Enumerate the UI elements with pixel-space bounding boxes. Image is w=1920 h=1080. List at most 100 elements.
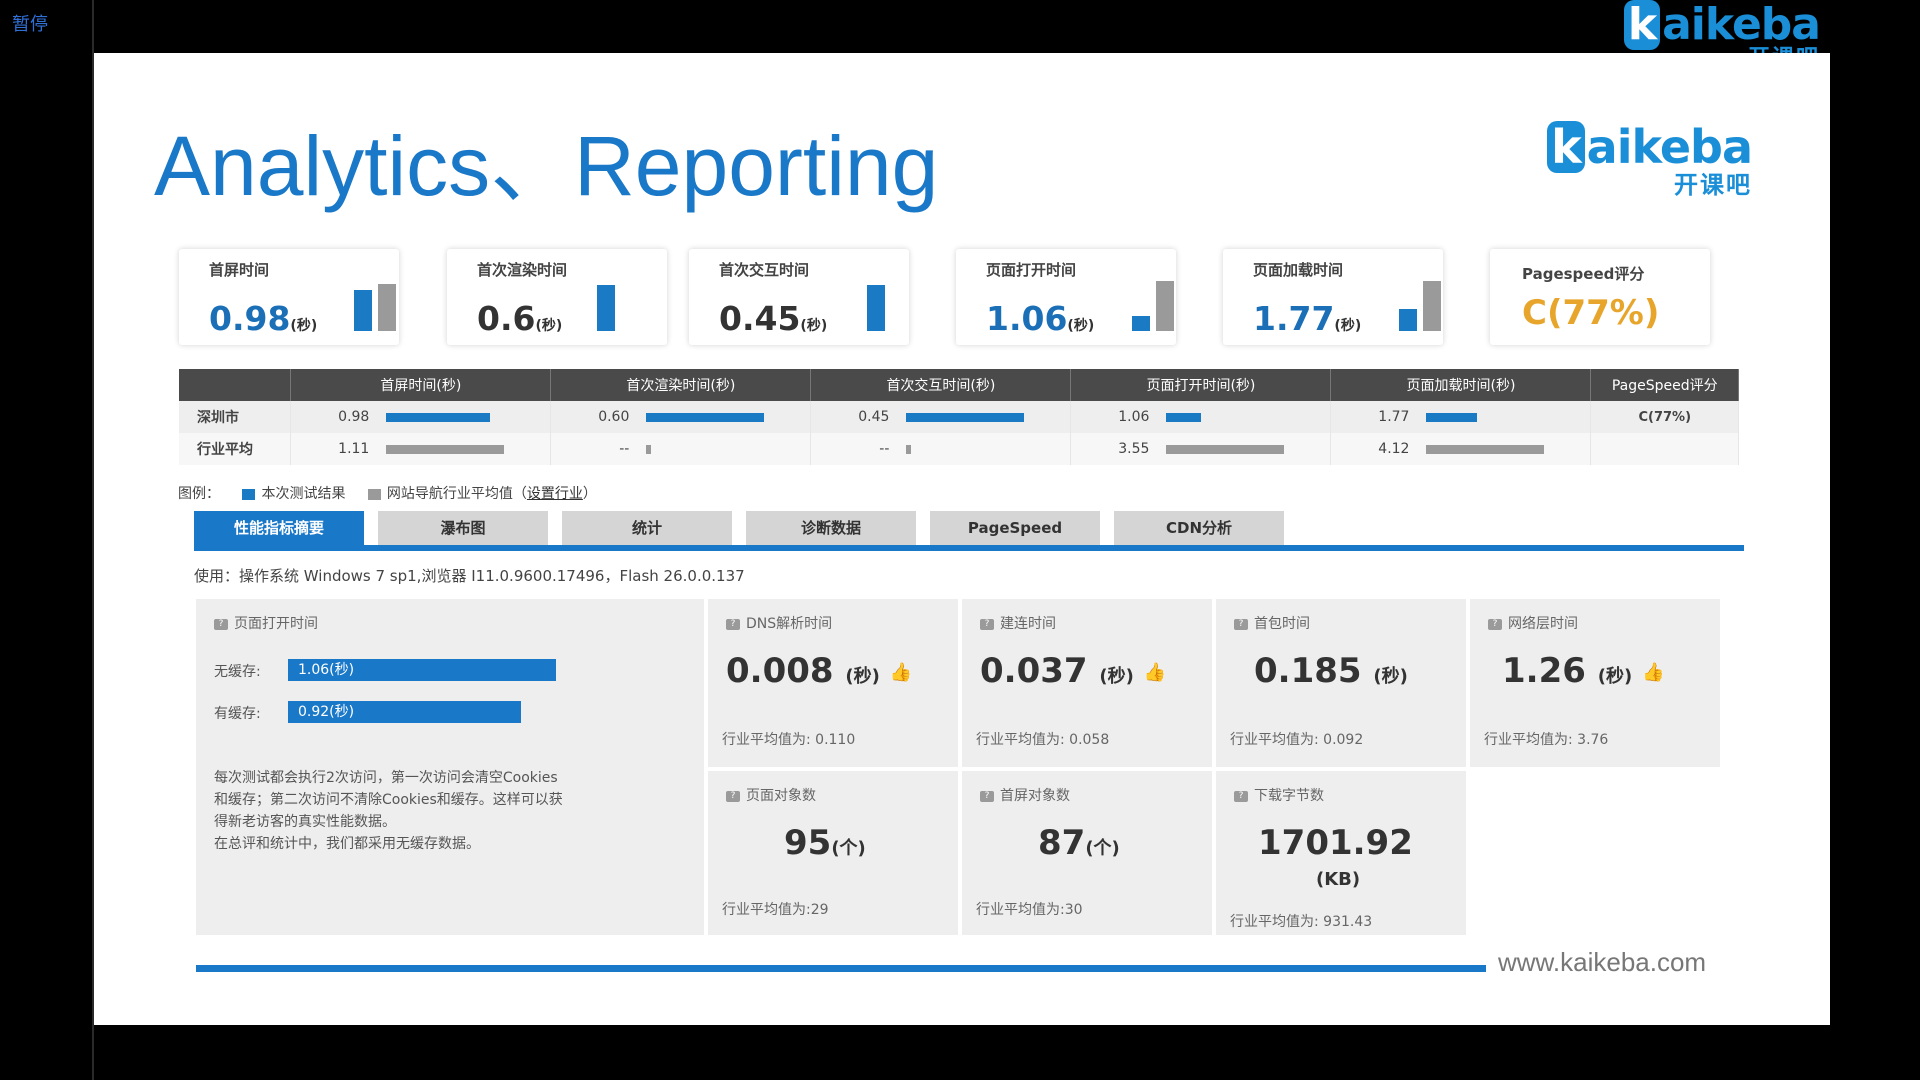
legend-swatch-current: [242, 488, 256, 500]
comparison-cell: 1.11: [290, 433, 552, 465]
metric-value: 95(个): [784, 823, 866, 863]
column-header: PageSpeed评分: [1590, 369, 1739, 401]
metric-card-value: 0.6(秒): [477, 299, 563, 338]
comparison-row: 行业平均 1.11 -- -- 3.55 4.12: [179, 433, 1739, 465]
slide-title: Analytics、Reporting: [154, 119, 939, 213]
thumbs-up-icon: 👍: [1642, 662, 1665, 683]
industry-average: 行业平均值为:29: [722, 902, 829, 918]
pause-button[interactable]: 暂停: [12, 14, 48, 35]
chart-legend: 图例： 本次测试结果 网站导航行业平均值（设置行业）: [178, 483, 597, 503]
cell-value: --: [619, 441, 630, 457]
metric-value: 0.008 (秒) 👍: [726, 651, 913, 691]
cache-bar: 0.92(秒): [288, 701, 521, 723]
column-header: 首次渲染时间(秒): [550, 369, 812, 401]
metric-panel-first-screen-objects: ? 首屏对象数 87(个) 行业平均值为:30: [962, 771, 1212, 935]
legend-suffix: ）: [582, 486, 597, 502]
cell-value: --: [879, 441, 890, 457]
pagespeed-grade: C(77%): [1522, 293, 1660, 333]
legend-swatch-avg: [367, 488, 381, 500]
metric-card-label: 首屏时间: [209, 261, 270, 279]
panel-title: ? 下载字节数: [1234, 785, 1324, 805]
test-environment-info: 使用：操作系统 Windows 7 sp1,浏览器 I11.0.9600.174…: [194, 567, 745, 585]
panel-title: ? 建连时间: [980, 613, 1056, 633]
pagespeed-cell: C(77%): [1590, 401, 1739, 433]
note-line: 每次测试都会执行2次访问，第一次访问会清空Cookies: [214, 770, 558, 786]
column-header: 首屏时间(秒): [290, 369, 552, 401]
tab-statistics[interactable]: 统计: [562, 511, 732, 545]
comparison-header-row: 首屏时间(秒) 首次渲染时间(秒) 首次交互时间(秒) 页面打开时间(秒) 页面…: [179, 369, 1739, 401]
help-icon[interactable]: ?: [726, 618, 740, 630]
help-icon[interactable]: ?: [726, 790, 740, 802]
tab-waterfall[interactable]: 瀑布图: [378, 511, 548, 545]
row-label: 行业平均: [179, 433, 292, 465]
help-icon[interactable]: ?: [980, 790, 994, 802]
row-label: 深圳市: [179, 401, 292, 433]
video-left-border: [92, 0, 94, 1080]
cell-value: 1.77: [1378, 409, 1410, 425]
column-header: 页面加载时间(秒): [1330, 369, 1592, 401]
help-icon[interactable]: ?: [214, 618, 228, 630]
panel-title: ? 首屏对象数: [980, 785, 1070, 805]
metric-card-label: 首次渲染时间: [477, 261, 568, 279]
tab-cdn-analysis[interactable]: CDN分析: [1114, 511, 1284, 545]
metric-panel-page-objects: ? 页面对象数 95(个) 行业平均值为:29: [708, 771, 958, 935]
tab-underline: [194, 545, 1744, 551]
metric-value: 1701.92: [1258, 823, 1413, 863]
metric-panel-connect: ? 建连时间 0.037 (秒) 👍 行业平均值为: 0.058: [962, 599, 1212, 767]
footer-rule: [196, 965, 1486, 972]
metric-card-page-open: 页面打开时间 1.06(秒): [956, 249, 1176, 345]
site-url: www.kaikeba.com: [1498, 947, 1707, 977]
cell-bar: [906, 413, 1025, 422]
comparison-cell: 0.98: [290, 401, 552, 433]
panel-title: ? 网络层时间: [1488, 613, 1578, 633]
help-icon[interactable]: ?: [980, 618, 994, 630]
set-industry-link[interactable]: 设置行业: [526, 486, 583, 502]
metric-value: 1.26 (秒) 👍: [1502, 651, 1665, 691]
metric-bar-avg: [1156, 281, 1174, 331]
help-icon[interactable]: ?: [1234, 618, 1248, 630]
thumbs-up-icon: 👍: [889, 662, 913, 683]
cell-bar: [1166, 445, 1285, 454]
note-line: 在总评和统计中，我们都采用无缓存数据。: [214, 836, 480, 852]
metric-card-first-screen: 首屏时间 0.98(秒): [179, 249, 399, 345]
help-icon[interactable]: ?: [1234, 790, 1248, 802]
metric-card-label: 页面加载时间: [1253, 261, 1344, 279]
metric-panel-network: ? 网络层时间 1.26 (秒) 👍 行业平均值为: 3.76: [1470, 599, 1720, 767]
pagespeed-cell: [1590, 433, 1739, 465]
tab-diagnostics[interactable]: 诊断数据: [746, 511, 916, 545]
slide-logo-cn: 开课吧: [1674, 171, 1752, 199]
metric-card-pagespeed: Pagespeed评分 C(77%): [1490, 249, 1710, 345]
tab-pagespeed[interactable]: PageSpeed: [930, 511, 1100, 545]
cell-bar: [1426, 413, 1478, 422]
metric-value: 87(个): [1038, 823, 1120, 863]
cell-value: 1.11: [338, 441, 370, 457]
slide-logo: k aikeba 开课吧: [1547, 121, 1753, 199]
cell-bar: [386, 413, 491, 422]
logo-word: aikeba: [1662, 0, 1821, 50]
help-icon[interactable]: ?: [1488, 618, 1502, 630]
metric-card-label: 页面打开时间: [986, 261, 1077, 279]
tab-performance-summary[interactable]: 性能指标摘要: [194, 511, 364, 545]
page-open-time-panel: ? 页面打开时间 无缓存: 1.06(秒) 有缓存: 0.92(秒) 每次测试都会…: [196, 599, 704, 935]
metric-card-value: 1.06(秒): [986, 299, 1095, 338]
header-empty: [179, 369, 292, 401]
metric-unit: (KB): [1316, 869, 1361, 890]
metric-bar-current: [354, 290, 372, 331]
no-cache-bar: 1.06(秒): [288, 659, 556, 681]
industry-average: 行业平均值为:30: [976, 902, 1083, 918]
comparison-cell: 4.12: [1330, 433, 1592, 465]
metric-value: 0.185 (秒): [1254, 651, 1408, 691]
comparison-cell: --: [550, 433, 812, 465]
cell-value: 4.12: [1378, 441, 1410, 457]
comparison-cell: 0.60: [550, 401, 812, 433]
cell-bar: [646, 413, 765, 422]
cell-value: 1.06: [1118, 409, 1150, 425]
metric-card-value: 0.98(秒): [209, 299, 318, 338]
column-header: 页面打开时间(秒): [1070, 369, 1332, 401]
metric-card-page-load: 页面加载时间 1.77(秒): [1223, 249, 1443, 345]
metric-bar-current: [867, 285, 885, 331]
cell-bar: [386, 445, 505, 454]
column-header: 首次交互时间(秒): [810, 369, 1072, 401]
metric-card-label: Pagespeed评分: [1522, 265, 1645, 283]
metric-card-value: 0.45(秒): [719, 299, 828, 338]
